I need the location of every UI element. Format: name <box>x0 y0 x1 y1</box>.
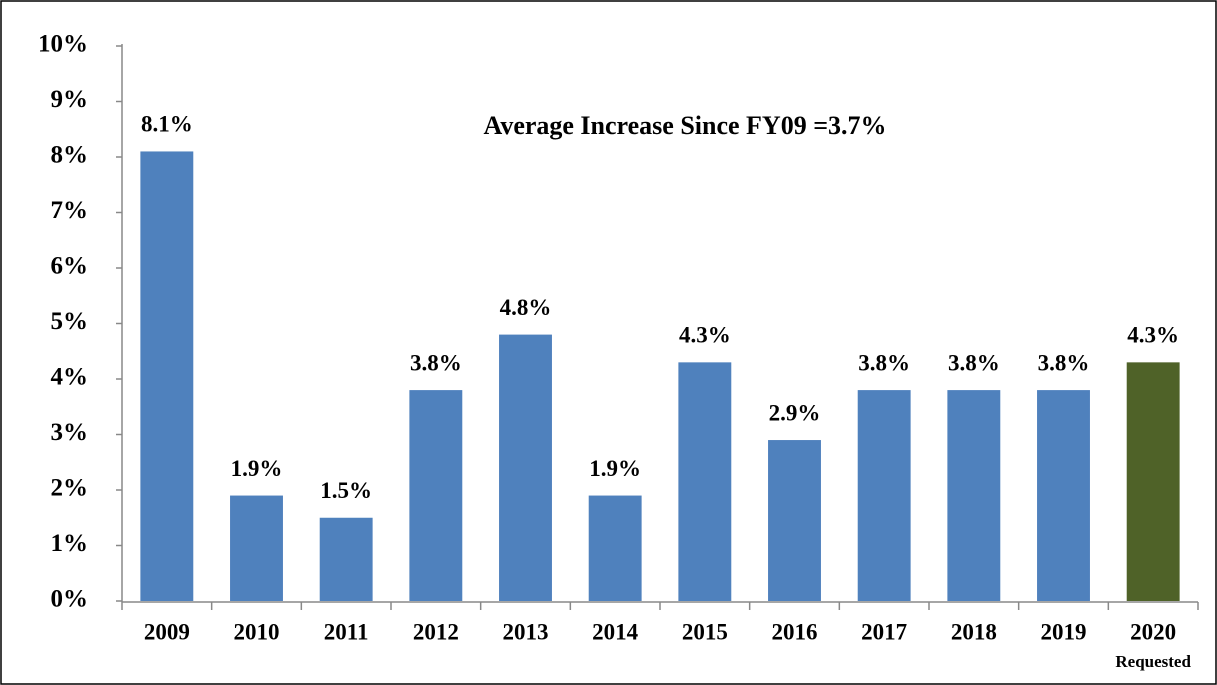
y-tick-label: 7% <box>51 197 89 224</box>
x-tick-label: 2020 <box>1130 619 1176 644</box>
y-tick-label: 2% <box>51 475 89 502</box>
value-label: 3.8% <box>858 350 910 375</box>
bar <box>678 362 732 601</box>
x-tick-label: 2016 <box>772 619 818 644</box>
x-tick-label: 2012 <box>413 619 459 644</box>
x-tick-label: 2013 <box>503 619 549 644</box>
value-label: 1.9% <box>589 456 641 481</box>
value-label: 2.9% <box>769 400 821 425</box>
x-tick-label: 2011 <box>324 619 369 644</box>
value-label: 4.8% <box>500 295 552 320</box>
bar <box>499 334 552 601</box>
value-label: 4.3% <box>1127 323 1179 348</box>
y-tick-label: 9% <box>51 86 89 113</box>
chart-title: Average Increase Since FY09 =3.7% <box>483 111 886 140</box>
value-label: 8.1% <box>141 112 193 137</box>
value-label: 1.9% <box>231 456 283 481</box>
y-tick-label: 8% <box>51 142 89 169</box>
x-tick-label: 2010 <box>234 619 280 644</box>
x-tick-label: 2009 <box>144 619 190 644</box>
bar <box>1126 362 1180 601</box>
value-label: 3.8% <box>948 350 1000 375</box>
bar <box>768 440 821 601</box>
value-label: 1.5% <box>320 478 372 503</box>
y-tick-label: 1% <box>51 530 89 557</box>
x-tick-label: 2015 <box>682 619 728 644</box>
x-tick-label: 2018 <box>951 619 997 644</box>
value-label: 3.8% <box>1038 350 1090 375</box>
bar <box>409 390 463 601</box>
y-tick-label: 6% <box>51 253 89 280</box>
bar <box>857 390 911 601</box>
bar <box>319 517 373 601</box>
y-tick-label: 5% <box>51 308 89 335</box>
bar <box>140 151 194 601</box>
y-tick-label: 10% <box>38 31 88 58</box>
y-tick-label: 0% <box>51 586 89 613</box>
bar <box>1037 390 1090 601</box>
category-note: Requested <box>1115 652 1191 671</box>
bar <box>588 495 642 601</box>
y-tick-label: 4% <box>51 364 89 391</box>
value-label: 4.3% <box>679 323 731 348</box>
x-tick-label: 2017 <box>861 619 907 644</box>
value-label: 3.8% <box>410 350 462 375</box>
y-tick-label: 3% <box>51 419 89 446</box>
bar <box>230 495 283 601</box>
x-tick-label: 2019 <box>1041 619 1087 644</box>
bar <box>947 390 1001 601</box>
x-tick-label: 2014 <box>592 619 639 644</box>
